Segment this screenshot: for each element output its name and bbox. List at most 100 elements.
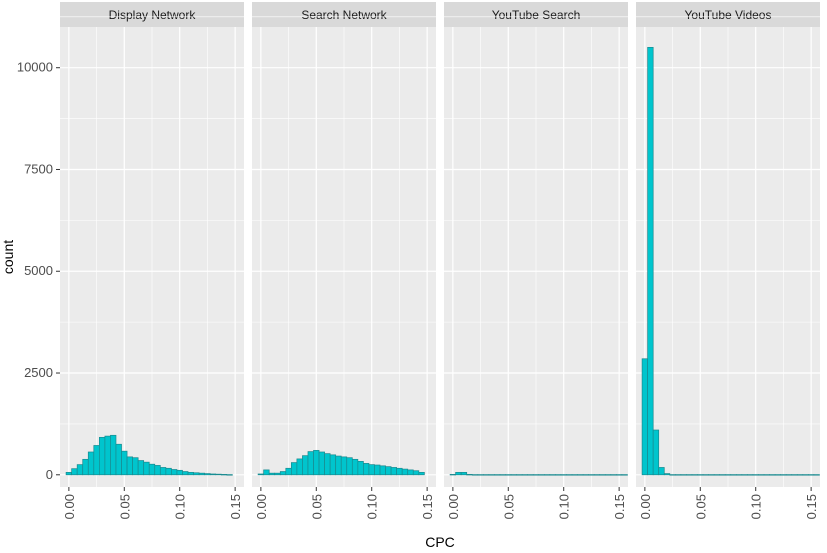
y-tick-label: 0 <box>46 467 53 482</box>
histogram-bar <box>471 474 479 476</box>
histogram-bar <box>263 469 270 476</box>
histogram-bar <box>335 455 342 476</box>
histogram-bar <box>494 474 501 476</box>
histogram-bar <box>538 474 545 476</box>
histogram-bar <box>148 463 156 476</box>
y-axis-title: count <box>0 240 16 274</box>
histogram-bar <box>505 474 512 476</box>
histogram-bar <box>401 468 409 476</box>
histogram-bar <box>758 474 765 476</box>
histogram-bar <box>543 474 551 476</box>
histogram-bar <box>368 464 375 476</box>
histogram-bar <box>82 458 89 476</box>
x-tick-label: 0.05 <box>309 494 324 519</box>
histogram-bar <box>318 451 325 476</box>
histogram-bar <box>582 474 590 476</box>
facet-strip-label: YouTube Videos <box>685 8 772 22</box>
histogram-bar <box>735 474 743 476</box>
histogram-bar <box>499 474 506 476</box>
histogram-bar <box>187 471 194 476</box>
histogram-bar <box>220 474 228 476</box>
histogram-bar <box>121 450 128 476</box>
histogram-bar <box>285 467 292 476</box>
histogram-bar <box>257 473 264 476</box>
x-tick-label: 0.10 <box>173 494 188 519</box>
histogram-bar <box>171 469 178 476</box>
histogram-bar <box>708 474 715 476</box>
x-axis-title: CPC <box>425 534 455 550</box>
histogram-bar <box>724 474 732 476</box>
histogram-bar <box>593 474 601 476</box>
histogram-bar <box>71 468 78 476</box>
histogram-bar <box>791 474 798 476</box>
histogram-bar <box>477 474 484 476</box>
histogram-bar <box>599 474 606 476</box>
histogram-bar <box>674 474 682 476</box>
histogram-bar <box>363 463 370 476</box>
histogram-bar <box>741 474 748 476</box>
histogram-bar <box>488 474 495 476</box>
x-tick-label: 0.05 <box>693 494 708 519</box>
histogram-bar <box>527 474 534 476</box>
histogram-bar <box>329 454 337 476</box>
histogram-bar <box>691 474 698 476</box>
histogram-bar <box>385 466 392 476</box>
histogram-bar <box>346 457 353 476</box>
histogram-bar <box>137 460 145 476</box>
histogram-bar <box>516 474 523 476</box>
histogram-bar <box>577 474 584 476</box>
x-tick-label: 0.00 <box>446 494 461 519</box>
histogram-bar <box>460 471 468 476</box>
histogram-bar <box>176 469 183 476</box>
histogram-bar <box>647 47 654 476</box>
histogram-bar <box>396 467 403 476</box>
facet-panel: Display Network 0.00 0.05 0.10 0.15 <box>60 2 244 519</box>
histogram-bar <box>193 472 200 476</box>
histogram-bar <box>747 474 754 476</box>
facet-strip-label: Search Network <box>301 8 387 22</box>
x-tick-label: 0.05 <box>501 494 516 519</box>
histogram-bar <box>521 474 529 476</box>
histogram-bar <box>302 455 309 476</box>
histogram-bar <box>604 474 612 476</box>
histogram-bar <box>104 435 111 476</box>
facet-strip-label: Display Network <box>109 8 197 22</box>
histogram-bar <box>98 436 106 476</box>
histogram-bar <box>418 471 425 476</box>
histogram-bar <box>616 474 623 476</box>
histogram-bar <box>357 461 364 476</box>
histogram-bar <box>730 474 737 476</box>
histogram-bar <box>374 464 381 476</box>
histogram-bar <box>663 473 671 476</box>
facet-strip-label: YouTube Search <box>492 8 581 22</box>
y-tick-label: 10000 <box>17 60 53 75</box>
x-tick-label: 0.00 <box>254 494 269 519</box>
x-tick-label: 0.05 <box>117 494 132 519</box>
histogram-bar <box>115 443 122 476</box>
histogram-bar <box>641 358 648 476</box>
histogram-bar <box>407 469 414 476</box>
histogram-bar <box>65 471 72 476</box>
facet-panel: Search Network 0.00 0.05 0.10 0.15 <box>252 2 436 519</box>
histogram-bar <box>482 474 490 476</box>
histogram-bar <box>697 474 704 476</box>
histogram-bar <box>719 474 726 476</box>
histogram-bar <box>796 474 804 476</box>
histogram-bar <box>93 445 100 476</box>
facet-strip <box>252 2 436 27</box>
histogram-bar <box>390 467 398 476</box>
facet-strip <box>60 2 244 27</box>
histogram-bar <box>510 474 517 476</box>
x-tick-label: 0.15 <box>420 494 435 519</box>
histogram-bar <box>209 473 217 476</box>
histogram-bar <box>549 474 556 476</box>
histogram-bar <box>680 474 687 476</box>
x-tick-label: 0.00 <box>638 494 653 519</box>
histogram-bar <box>307 451 314 476</box>
facet-strip <box>636 2 820 27</box>
histogram-bar <box>126 456 133 476</box>
histogram-bar <box>215 473 222 476</box>
histogram-bar <box>455 471 462 476</box>
facet-strip <box>444 2 628 27</box>
